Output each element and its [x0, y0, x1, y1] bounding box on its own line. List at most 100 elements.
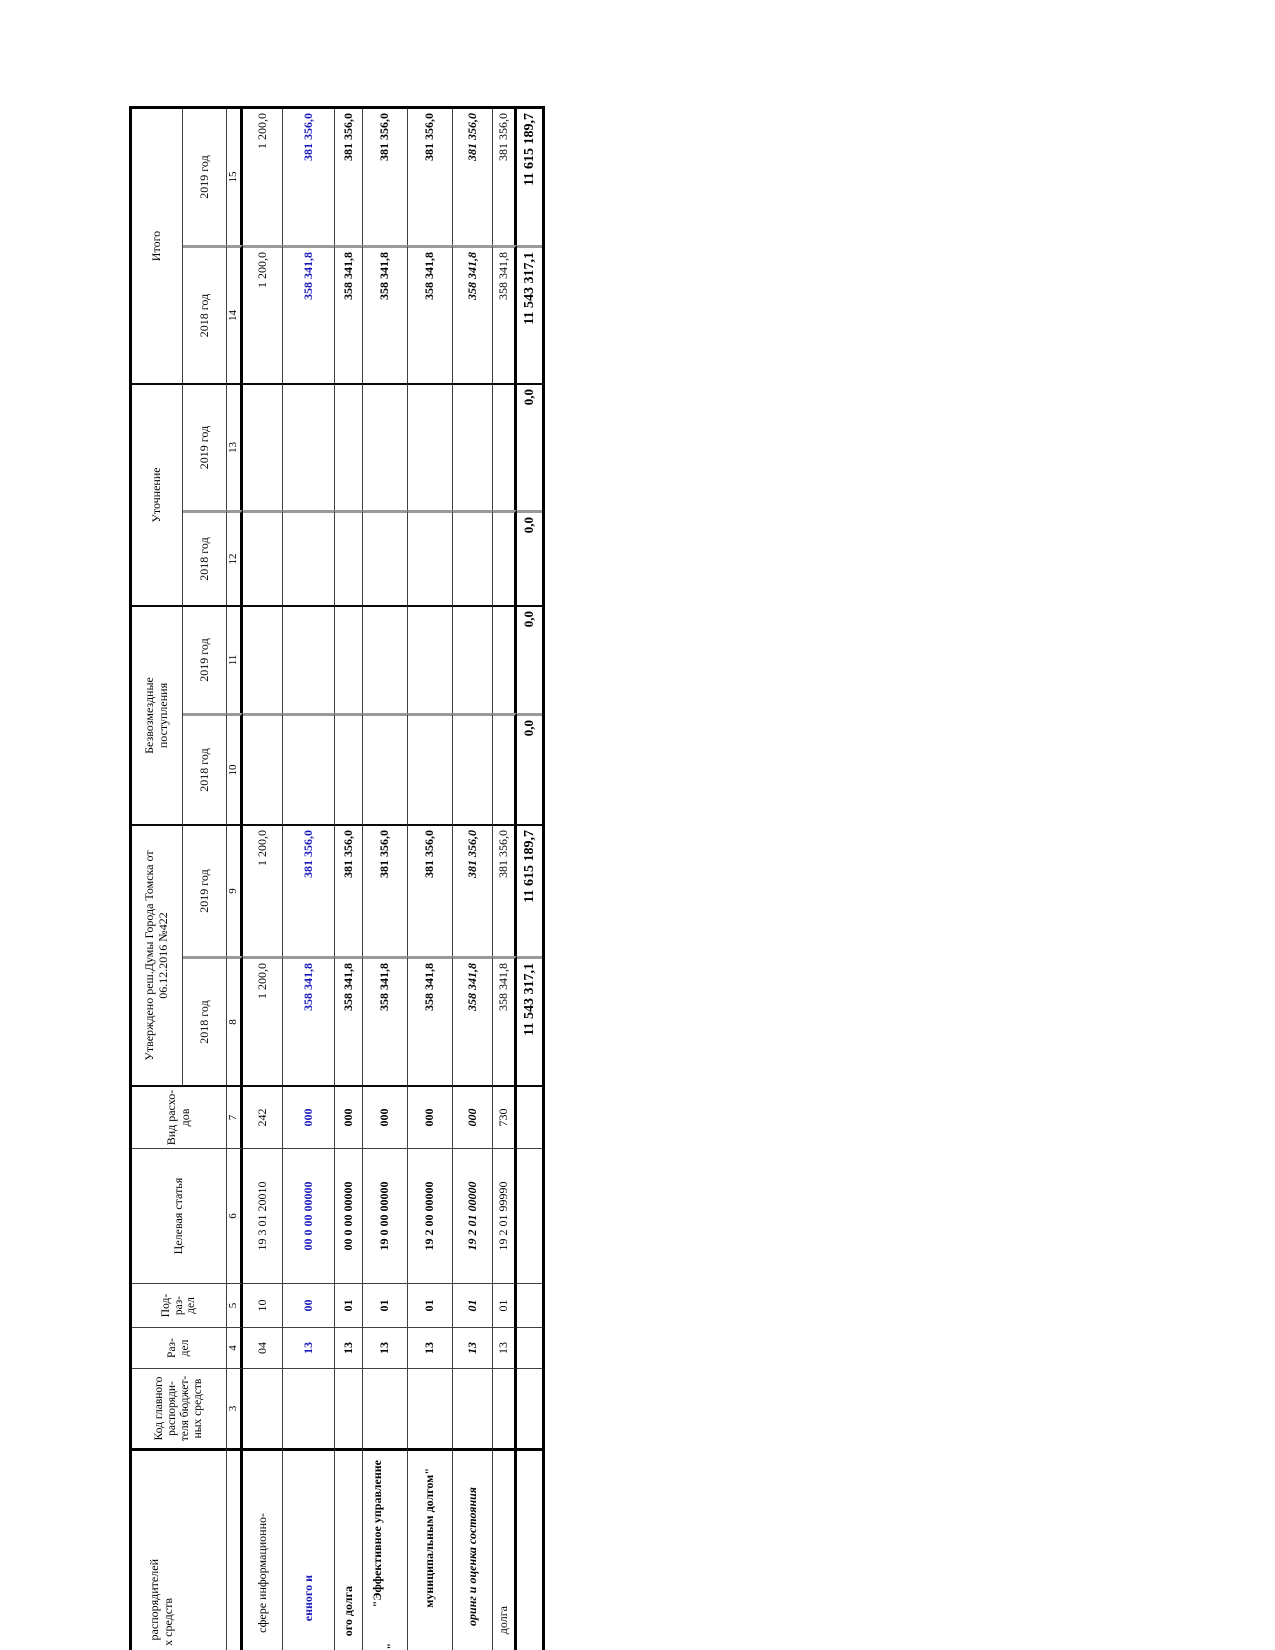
row-b-clar-2018 [283, 510, 335, 605]
row-g-razdel: 13 [493, 1327, 517, 1368]
row-b-vid: 000 [283, 1085, 335, 1148]
total-vid [517, 1085, 542, 1148]
row-c-vid: 000 [335, 1085, 363, 1148]
row-a-name: сфере информационно- [243, 1448, 283, 1650]
header-year-total-2018: 2018 год [183, 245, 227, 383]
header-col-razdel: Раз- дел [132, 1327, 227, 1368]
header-year-approved-2018: 2018 год [183, 956, 227, 1085]
row-d-approved-2019: 381 356,0 [363, 824, 408, 956]
row-a-target: 19 3 01 20010 [243, 1148, 283, 1283]
header-col-grbs-line2: распоряди- [166, 1381, 179, 1436]
row-c-total-2018: 358 341,8 [335, 245, 363, 383]
colnum-4: 4 [227, 1327, 243, 1368]
header-col-podrazdel-line3: дел [185, 1297, 198, 1314]
row-c-grbs [335, 1368, 363, 1448]
colnum-10: 10 [227, 713, 243, 824]
row-d-vid: 000 [363, 1085, 408, 1148]
header-group-gratuitous-line2: поступления [156, 682, 170, 749]
row-b-grat-2018 [283, 713, 335, 824]
header-col-vid-lines: Вид расхо- дов [164, 1089, 192, 1146]
row-e-clar-2018 [408, 510, 453, 605]
row-b-name: енного и [283, 1448, 335, 1650]
header-group-clarification: Уточнение [132, 383, 183, 605]
row-b-target: 00 0 00 00000 [283, 1148, 335, 1283]
row-f-clar-2018 [453, 510, 493, 605]
header-col-podrazdel-line2: раз- [172, 1295, 185, 1316]
header-group-approved-line1: Утверждено реш.Думы Города Томска от [142, 850, 157, 1061]
row-b-grbs [283, 1368, 335, 1448]
row-f-name: оринг и оценка состояния [453, 1448, 493, 1650]
header-col-podrazdel-lines: Под- раз- дел [160, 1294, 199, 1317]
row-e-razdel: 13 [408, 1327, 453, 1368]
row-f-name-line: оринг и оценка состояния [464, 1487, 479, 1626]
row-e-approved-2019: 381 356,0 [408, 824, 453, 956]
row-f-grat-2019 [453, 605, 493, 713]
row-a-grbs [243, 1368, 283, 1448]
row-g-approved-2018: 358 341,8 [493, 956, 517, 1085]
row-f-total-2018: 358 341,8 [453, 245, 493, 383]
row-b-total-2018: 358 341,8 [283, 245, 335, 383]
row-b-name-line: енного и [300, 1575, 315, 1622]
row-e-name-line: муниципальным долгом" [422, 1468, 437, 1608]
row-g-total-2018: 358 341,8 [493, 245, 517, 383]
row-f-grbs [453, 1368, 493, 1448]
row-g-clar-2018 [493, 510, 517, 605]
colnum-8: 8 [227, 956, 243, 1085]
header-col-vid-line2: дов [178, 1108, 192, 1127]
row-d-approved-2018: 358 341,8 [363, 956, 408, 1085]
row-d-grat-2018 [363, 713, 408, 824]
total-total-2018: 11 543 317,1 [517, 245, 542, 383]
total-total-2019: 11 615 189,7 [521, 113, 537, 186]
row-g-clar-2019 [493, 383, 517, 510]
total-row-name [517, 1448, 542, 1650]
header-col-razdel-line2: дел [179, 1339, 191, 1357]
total-grat-2019: 0,0 [517, 605, 542, 713]
total-razdel [517, 1327, 542, 1368]
total-grat-2018: 0,0 [517, 713, 542, 824]
budget-table: распорядителей х средств Код главного ра… [129, 106, 545, 1650]
row-f-approved-2018: 358 341,8 [453, 956, 493, 1085]
header-col-grbs-lines: Код главного распоряди- теля бюджет- ных… [153, 1376, 205, 1442]
row-c-razdel: 13 [335, 1327, 363, 1368]
row-d-target: 19 0 00 00000 [363, 1148, 408, 1283]
header-col-grbs-line1: Код главного [153, 1376, 166, 1441]
row-e-name: муниципальным долгом" [408, 1448, 453, 1650]
colnum-15: 15 [227, 109, 243, 245]
row-d-grbs [363, 1368, 408, 1448]
total-approved-2018: 11 543 317,1 [517, 956, 542, 1085]
row-c-name-line: ого долга [340, 1586, 355, 1637]
total-clar-2018: 0,0 [517, 510, 542, 605]
header-group-gratuitous: Безвозмездные поступления [132, 605, 183, 824]
colnum-13: 13 [227, 383, 243, 510]
header-group-total: Итого [132, 109, 183, 383]
row-g-vid: 730 [493, 1085, 517, 1148]
row-f-total-2019: 381 356,0 [453, 109, 493, 245]
row-a-approved-2018: 1 200,0 [243, 956, 283, 1085]
row-g-approved-2019: 381 356,0 [493, 824, 517, 956]
header-col-razdel-lines: Раз- дел [166, 1338, 192, 1358]
row-d-podrazdel: 01 [363, 1283, 408, 1327]
colnum-1 [227, 1448, 243, 1650]
row-g-target: 19 2 01 99990 [493, 1148, 517, 1283]
header-year-gratuitous-2019: 2019 год [183, 605, 227, 713]
row-e-total-2019: 381 356,0 [408, 109, 453, 245]
colnum-9: 9 [227, 824, 243, 956]
row-a-total-2018: 1 200,0 [243, 245, 283, 383]
header-col-vid-line1: Вид расхо- [164, 1089, 179, 1146]
header-col-podrazdel-line1: Под- [159, 1293, 172, 1318]
header-col-grbs-line3: теля бюджет- [179, 1375, 191, 1442]
row-e-vid: 000 [408, 1085, 453, 1148]
header-year-total-2019: 2019 год [183, 109, 227, 245]
row-e-grat-2018 [408, 713, 453, 824]
header-col-grbs: Код главного распоряди- теля бюджет- ных… [132, 1368, 227, 1448]
row-c-name: ого долга [335, 1448, 363, 1650]
header-col-vid: Вид расхо- дов [132, 1085, 227, 1148]
header-group-approved-line2: 06.12.2016 №422 [156, 912, 170, 999]
row-b-approved-2018: 358 341,8 [283, 956, 335, 1085]
total-target [517, 1148, 542, 1283]
header-col-name: распорядителей х средств [132, 1448, 227, 1650]
row-a-grat-2019 [243, 605, 283, 713]
row-f-grat-2018 [453, 713, 493, 824]
total-grbs [517, 1368, 542, 1448]
